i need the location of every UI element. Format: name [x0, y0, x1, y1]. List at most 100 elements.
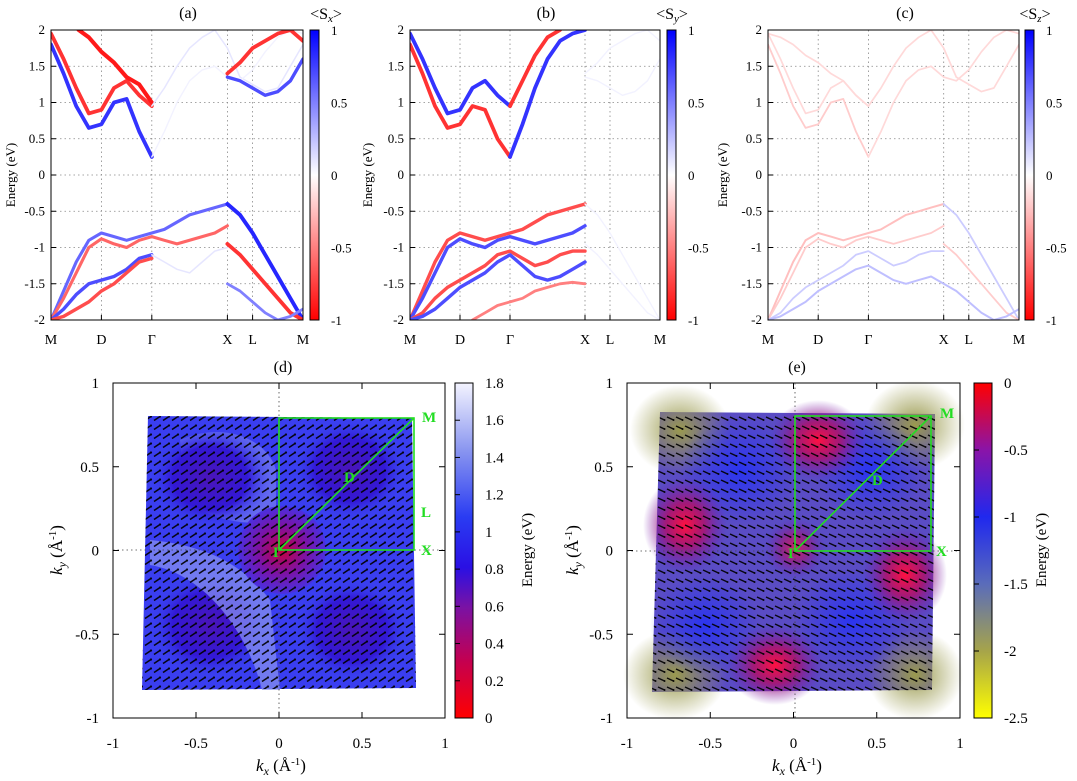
x-tick-label: Γ	[864, 333, 872, 348]
y-tick-label: -2	[393, 312, 404, 327]
band-v4	[51, 256, 154, 320]
panel-a-colorbar-ticks: 1 0.5 0 -0.5 -1	[331, 23, 352, 328]
panel-a-colorbar	[309, 29, 320, 321]
band-v6	[768, 264, 1019, 320]
band-v5	[942, 243, 1019, 320]
y-tick-label: 1	[92, 376, 100, 392]
panel-e-point-M: M	[940, 406, 954, 422]
x-tick-label: -1	[107, 736, 120, 752]
panel-d-point-Gamma: Γ	[273, 545, 283, 561]
x-tick-label: 0.5	[867, 736, 886, 752]
colorbar-tick-label: 0.5	[1046, 96, 1062, 111]
x-tick-label: L	[606, 333, 615, 348]
band-c4	[508, 30, 562, 108]
y-tick-label: 2	[756, 22, 763, 37]
y-tick-label: -1	[87, 711, 100, 727]
panel-c-colorbar-ticks: 1 0.5 0 -0.5 -1	[1046, 23, 1067, 328]
band-v3	[51, 253, 154, 320]
panel-e-bz-diagonal	[794, 415, 932, 552]
band-v2	[410, 224, 587, 320]
colorbar-tick-label: -1	[1004, 510, 1017, 526]
y-tick-label: -1.5	[383, 276, 404, 291]
x-tick-label: -1	[621, 736, 634, 752]
x-tick-label: M	[762, 333, 775, 348]
colorbar-tick-label: 1	[688, 23, 695, 38]
panel-c-colorbar-label: <Sz>	[1019, 6, 1050, 25]
panel-d-point-L: L	[421, 505, 431, 521]
panel-a-bands	[51, 30, 303, 320]
band-c5	[768, 32, 870, 107]
band-c1	[768, 43, 870, 158]
y-tick-label: -0.5	[24, 203, 45, 218]
panel-b-band-structure: (b) 2 1.5 1 0.5 0 -0.5 -1 -1.5 -2 M D Γ X L M Energy …	[360, 5, 709, 348]
panel-b-y-ticks: 2 1.5 1 0.5 0 -0.5 -1 -1.5 -2	[383, 22, 415, 327]
colorbar-tick-label: 0.5	[688, 96, 704, 111]
band-v1	[768, 203, 945, 320]
y-tick-label: 0	[39, 167, 46, 182]
y-tick-label: -2	[751, 312, 762, 327]
colorbar-tick-label: 0	[1004, 376, 1012, 392]
colorbar-tick-label: 1.2	[485, 488, 504, 504]
band-v5	[151, 246, 229, 274]
colorbar-tick-label: -0.5	[1004, 443, 1028, 459]
band-c7	[225, 30, 303, 76]
y-tick-label: 0	[756, 167, 763, 182]
panel-e-x-ticks: -1 -0.5 0 0.5 1	[621, 383, 964, 752]
x-tick-label: D	[455, 333, 465, 348]
panel-e-colorbar-ticks: 0 -0.5 -1 -1.5 -2 -2.5	[974, 376, 1028, 727]
colorbar-tick-label: 0.8	[485, 562, 504, 578]
band-v4	[410, 253, 587, 320]
panel-a-ylabel: Energy (eV)	[3, 143, 18, 207]
colorbar-tick-label: -2.5	[1004, 711, 1028, 727]
colorbar-tick-label: 0.2	[485, 674, 504, 690]
x-tick-label: L	[248, 333, 257, 348]
panel-c-label: (c)	[896, 5, 914, 22]
panel-b-colorbar-ticks: 1 0.5 0 -0.5 -1	[688, 23, 709, 328]
y-tick-label: -2	[34, 312, 45, 327]
band-v1	[410, 202, 587, 320]
x-tick-label: 1	[956, 736, 964, 752]
colorbar-tick-label: -1	[331, 313, 342, 328]
y-tick-label: -0.5	[741, 203, 762, 218]
panel-d-colorbar	[454, 382, 474, 719]
x-tick-label: Γ	[148, 333, 156, 348]
panel-a-grid	[51, 29, 303, 321]
panel-b-label: (b)	[537, 5, 556, 22]
y-tick-label: 1.5	[29, 58, 45, 73]
y-tick-label: 2	[398, 22, 405, 37]
colorbar-tick-label: 0	[688, 168, 695, 183]
panel-c-colorbar	[1024, 29, 1035, 321]
panel-e-heatmap	[623, 380, 965, 720]
band-c5	[584, 58, 660, 96]
y-tick-label: -0.5	[75, 627, 99, 643]
panel-e-point-X: X	[936, 544, 947, 560]
colorbar-tick-label: -2	[1004, 644, 1017, 660]
x-tick-label: M	[45, 333, 58, 348]
y-tick-label: 1	[756, 95, 763, 110]
band-c2	[51, 31, 154, 116]
panel-d-energy-map: (d) M D L Γ X -1 -0.5 0 0.5 1 1 0.5 0 -0.5 -1 kx…	[47, 359, 536, 778]
x-tick-label: -0.5	[184, 736, 208, 752]
band-v6	[584, 203, 660, 320]
colorbar-tick-label: -1	[688, 313, 699, 328]
panel-b-bands	[410, 30, 660, 320]
panel-d-colorbar-label: Energy (eV)	[520, 513, 536, 587]
panel-b-ylabel: Energy (eV)	[360, 143, 375, 207]
colorbar-tick-label: 1.6	[485, 413, 504, 429]
panel-d-spin-texture	[142, 416, 416, 690]
y-tick-label: -1.5	[24, 276, 45, 291]
band-c3	[508, 30, 587, 159]
colorbar-tick-label: 1	[331, 23, 338, 38]
panel-c-y-ticks: 2 1.5 1 0.5 0 -0.5 -1 -1.5 -2	[741, 22, 773, 327]
y-tick-label: 1.5	[746, 58, 762, 73]
colorbar-tick-label: 1	[485, 525, 493, 541]
band-v6	[225, 202, 303, 320]
band-v4	[942, 203, 1019, 320]
band-v2	[768, 224, 945, 320]
y-tick-label: -0.5	[589, 627, 613, 643]
panel-c-ylabel: Energy (eV)	[715, 143, 730, 207]
panel-e-colorbar	[973, 382, 993, 719]
band-c4	[867, 30, 1019, 158]
